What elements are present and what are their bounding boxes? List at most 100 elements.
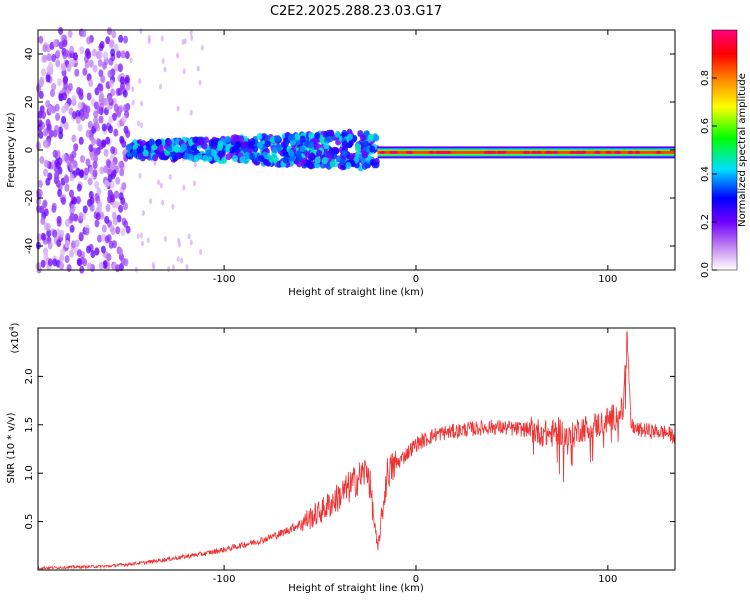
spectrogram-cell (131, 149, 138, 157)
spectrogram-cell (303, 139, 310, 147)
spectrogram-cell (83, 167, 89, 176)
spectrogram-cell (361, 162, 368, 170)
spectrogram-cell (66, 264, 72, 273)
spectrogram-cell (314, 132, 321, 140)
spectrogram-cell (211, 142, 218, 150)
spectrogram-cell (107, 69, 113, 78)
spectrogram-cell (120, 257, 126, 266)
spectrogram-cell (106, 253, 112, 262)
spectrogram-cell (51, 82, 57, 91)
spectrogram-cell (98, 83, 104, 92)
spectrogram-cell (47, 258, 53, 267)
spectrogram-cell (95, 138, 101, 147)
spectrogram-cell (74, 68, 80, 77)
spectrogram-cell (60, 63, 66, 72)
spectrogram-cell (308, 131, 315, 139)
spectrogram-cell (530, 150, 537, 154)
spectrogram-cell (575, 150, 582, 154)
spectrogram-cell (94, 247, 100, 256)
spectrogram-cell (244, 151, 251, 159)
spectrogram-cell (428, 150, 435, 154)
colorbar-ticks: 0.0 0.2 0.4 0.6 0.8 (700, 70, 717, 278)
spectrogram-cell (89, 196, 95, 205)
spectrogram-cell (180, 257, 184, 264)
spectrogram-cell (129, 57, 133, 64)
spectrogram-cell (61, 105, 67, 114)
spectrogram-cell (118, 104, 124, 113)
snr-frame (37, 327, 676, 571)
spectrogram-cell (136, 233, 140, 240)
spectrogram-cell (42, 200, 48, 209)
x-tick-label: 0 (413, 274, 419, 285)
spectrogram-cell (153, 159, 157, 166)
snr-x-ticks: -100 0 100 (213, 328, 617, 585)
spectrogram-cell (59, 229, 65, 238)
spectrogram-cell (125, 144, 132, 152)
spectrogram-cell (217, 150, 224, 158)
spectrogram-cell (141, 210, 145, 217)
spectrogram-cell (535, 150, 542, 154)
spectrogram-cell (109, 180, 115, 189)
spectrogram-cell (95, 212, 101, 221)
spectrogram-cell (52, 39, 58, 48)
spectrogram-cell (328, 129, 335, 137)
spectrogram-cell (271, 146, 278, 154)
spectrogram-cell (239, 156, 246, 164)
colorbar-label: Normalized spectral amplitude (737, 73, 748, 227)
spectrogram-cell (168, 174, 172, 181)
spectrogram-cell (104, 215, 110, 224)
x-tick-label: -100 (213, 274, 236, 285)
snr-y-label: SNR (10 * v/v) (6, 412, 17, 483)
spectrogram-cell (359, 134, 366, 142)
spectrogram-cell (58, 131, 64, 140)
spectrogram-cell (307, 161, 314, 169)
spectrogram-cell (193, 161, 197, 168)
spectrogram-cell (101, 123, 107, 132)
spectrogram-cell (140, 100, 144, 107)
spectrogram-cell (163, 66, 167, 73)
spectrogram-cell (152, 264, 156, 271)
spectrogram-cell (634, 150, 641, 154)
spectrogram-cell (47, 105, 53, 114)
spectrogram-cell (196, 153, 203, 161)
spectrogram-cell (45, 74, 51, 83)
spectrogram-cell (94, 219, 100, 228)
spectrogram-cell (108, 79, 114, 88)
spectrogram-cell (80, 154, 86, 163)
spectrogram-cell (78, 136, 84, 145)
spectrogram-cell (167, 265, 171, 272)
spectrogram-cell (552, 150, 559, 154)
spectrogram-cell (99, 40, 105, 49)
spectrogram-cell (171, 203, 175, 210)
spectrogram-cell (46, 65, 52, 74)
colorbar: 0.0 0.2 0.4 0.6 0.8 Normalized spectral ampl… (700, 29, 748, 278)
snr-exponent-close: ) (10, 322, 21, 326)
spectrogram-cell (224, 135, 231, 143)
spectrogram-cell (180, 143, 187, 151)
spectrogram-cell (123, 104, 129, 113)
spectrogram-cell (64, 240, 70, 249)
svg-text:(x104): (x104) (8, 322, 21, 353)
spectrogram-cell (57, 78, 63, 87)
spectrogram-cell (90, 152, 96, 161)
spectrogram-cell (112, 217, 118, 226)
spectrogram-cell (139, 232, 143, 239)
spectrogram-cell (97, 50, 103, 59)
colorbar-tick-label: 0.4 (700, 166, 711, 182)
spectrogram-cell (605, 150, 612, 154)
spectrogram-cell (85, 129, 91, 138)
spectrogram-cell (42, 44, 48, 53)
spectrogram-cell (72, 196, 78, 205)
spectrogram-cell (500, 150, 507, 154)
spectrogram-cell (123, 35, 129, 44)
spectrogram-cell (217, 143, 224, 151)
spectrogram-cell (146, 237, 150, 244)
spectrogram-cell (142, 149, 149, 157)
x-tick-label: 0 (413, 574, 419, 585)
spectrogram-cell (88, 59, 94, 68)
y-tick-label: 20 (24, 96, 35, 109)
spectrogram-cell (77, 123, 83, 132)
spectrogram-cell (101, 224, 107, 233)
spectrogram-cell (139, 122, 143, 129)
spectrogram-cell (46, 229, 52, 238)
